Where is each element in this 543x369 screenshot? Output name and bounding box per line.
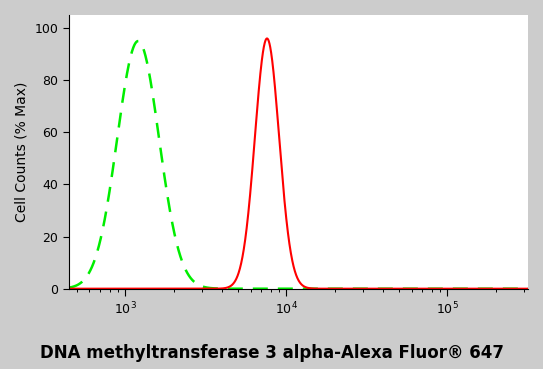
Y-axis label: Cell Counts (% Max): Cell Counts (% Max) bbox=[15, 82, 29, 222]
Text: DNA methyltransferase 3 alpha-Alexa Fluor® 647: DNA methyltransferase 3 alpha-Alexa Fluo… bbox=[40, 344, 503, 362]
